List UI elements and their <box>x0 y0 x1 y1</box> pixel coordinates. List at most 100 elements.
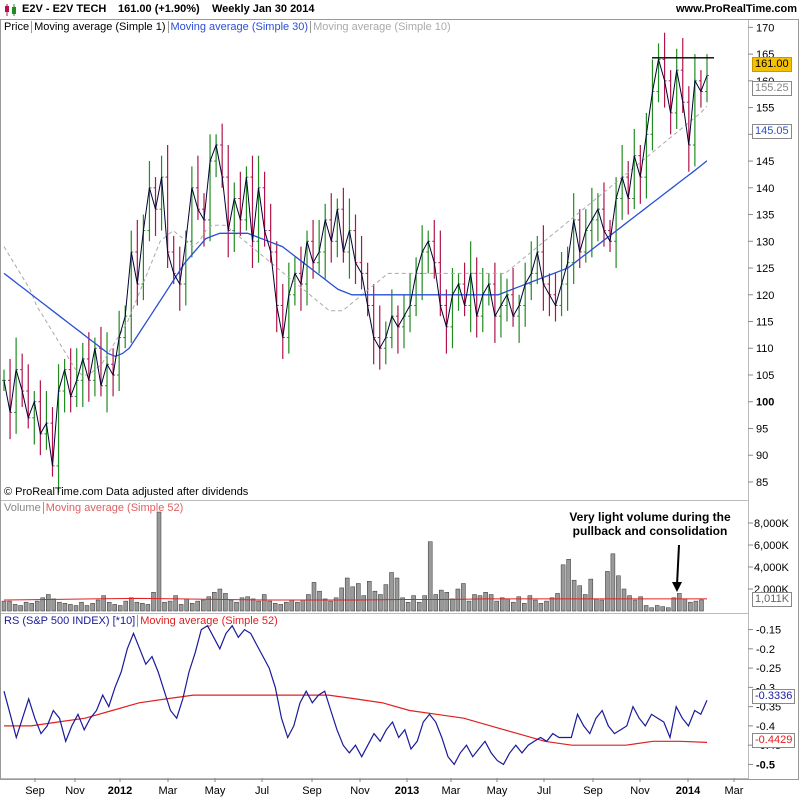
volume-bar <box>688 601 693 612</box>
price-tick-label: 95 <box>756 423 768 435</box>
rs-ma52-line <box>4 694 708 746</box>
volume-bar <box>378 594 383 612</box>
rs-ma-tag: -0.4429 <box>752 733 796 748</box>
annotation-arrow <box>676 544 680 586</box>
legend-ma30[interactable]: Moving average (Simple 30) <box>168 21 312 33</box>
site-url: www.ProRealTime.com <box>676 3 798 15</box>
x-tick-label: Sep <box>25 785 45 797</box>
volume-bar <box>682 598 688 612</box>
volume-bar <box>599 599 605 612</box>
volume-bar <box>660 606 665 612</box>
volume-bar <box>394 577 400 612</box>
legend-rs-ma52[interactable]: Moving average (Simple 52) <box>140 615 278 627</box>
volume-bar <box>466 600 472 612</box>
volume-ma52-line <box>3 597 707 601</box>
volume-bar <box>549 597 555 612</box>
price-legend[interactable]: Price Moving average (Simple 1) Moving ave… <box>2 21 453 33</box>
rs-tick-label: -0.5 <box>756 759 775 771</box>
price-tick-label: 120 <box>756 290 774 302</box>
annotation-arrowhead <box>672 582 682 592</box>
volume-bar <box>162 601 167 612</box>
volume-bar <box>284 601 289 612</box>
volume-bar <box>654 605 660 612</box>
volume-bar <box>461 583 466 612</box>
volume-bar <box>228 599 234 612</box>
volume-bar <box>649 607 654 612</box>
x-tick-label: May <box>487 785 508 797</box>
volume-bar <box>339 587 344 612</box>
volume-bar <box>372 590 378 612</box>
legend-ma10[interactable]: Moving average (Simple 10) <box>313 21 451 33</box>
volume-bar <box>311 582 317 612</box>
volume-bar <box>472 594 477 612</box>
outer-frame <box>0 19 799 780</box>
volume-bar <box>239 597 245 612</box>
volume-bar <box>217 588 223 612</box>
volume-bar <box>317 590 322 612</box>
price-tick-label: 130 <box>756 236 774 248</box>
legend-ma1[interactable]: Moving average (Simple 1) <box>32 21 169 33</box>
price-tick-label: 100 <box>756 397 774 409</box>
price-tick-label: 140 <box>756 183 774 195</box>
x-tick-label: Nov <box>350 785 370 797</box>
ma10-tag: 155.25 <box>752 81 792 96</box>
volume-bar <box>62 603 68 612</box>
volume-tag: 1,011K <box>752 592 793 607</box>
price-tick-label: 115 <box>756 317 774 329</box>
volume-bar <box>40 597 45 612</box>
volume-bar <box>289 599 295 612</box>
legend-rs[interactable]: RS (S&P 500 INDEX) [*10] <box>2 615 139 627</box>
ma10-line <box>3 105 708 376</box>
volume-bar <box>422 595 427 612</box>
ma30-tag: 145.05 <box>752 124 792 139</box>
volume-bar <box>212 592 217 612</box>
volume-bar <box>156 511 162 612</box>
chart-header: E2V - E2V TECH 161.00 (+1.90%) Weekly Ja… <box>0 0 800 19</box>
volume-bar <box>295 601 300 612</box>
volume-bar <box>455 588 461 612</box>
volume-bar <box>389 572 394 612</box>
volume-bar <box>250 598 256 612</box>
rs-legend[interactable]: RS (S&P 500 INDEX) [*10] Moving average (… <box>2 615 280 627</box>
volume-bar <box>516 596 522 612</box>
x-tick-label: Jul <box>537 785 551 797</box>
volume-legend[interactable]: Volume Moving average (Simple 52) <box>2 502 185 514</box>
volume-bar <box>272 603 278 612</box>
volume-bar <box>400 597 405 612</box>
volume-bar <box>544 600 549 612</box>
legend-price[interactable]: Price <box>2 21 33 33</box>
price-tick-label: 85 <box>756 477 768 489</box>
x-tick-label: 2014 <box>676 785 701 797</box>
panel-frame <box>0 19 749 501</box>
price-tick-label: 170 <box>756 22 774 34</box>
volume-bar <box>627 595 632 612</box>
volume-bar <box>444 592 450 612</box>
volume-bar <box>134 601 140 612</box>
volume-bar <box>151 592 156 612</box>
volume-bar <box>450 598 455 612</box>
volume-tick-label: 4,000K <box>754 562 790 574</box>
volume-bar <box>671 597 677 612</box>
x-tick-label: May <box>205 785 226 797</box>
volume-bar <box>245 596 250 612</box>
price-tick-label: 145 <box>756 156 774 168</box>
volume-bar <box>616 575 621 612</box>
volume-bar <box>90 603 95 612</box>
volume-bar <box>184 598 189 612</box>
x-tick-label: Sep <box>302 785 322 797</box>
volume-bar <box>344 577 350 612</box>
price-tick-label: 135 <box>756 210 774 222</box>
close-line <box>3 59 708 466</box>
x-tick-label: Nov <box>630 785 650 797</box>
volume-bar <box>34 600 40 612</box>
instrument-title: E2V - E2V TECH <box>22 3 107 15</box>
price-tick-label: 125 <box>756 263 774 275</box>
volume-bar <box>256 600 261 612</box>
volume-bar <box>361 595 367 612</box>
volume-bar <box>477 595 483 612</box>
volume-bar <box>145 604 151 612</box>
legend-volume-ma52[interactable]: Moving average (Simple 52) <box>45 502 184 514</box>
legend-volume[interactable]: Volume <box>2 502 44 514</box>
volume-bar <box>416 601 422 612</box>
